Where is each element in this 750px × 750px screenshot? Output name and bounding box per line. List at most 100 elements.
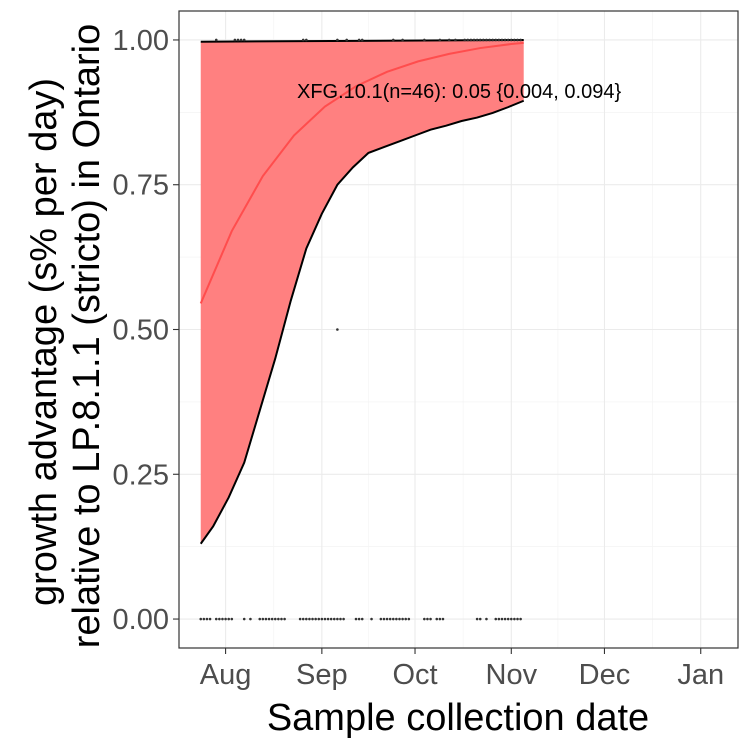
observation-point	[426, 617, 429, 621]
observation-point	[239, 38, 243, 42]
observation-point	[357, 38, 361, 42]
observation-point	[339, 617, 342, 621]
observation-point	[447, 38, 451, 42]
observation-point	[298, 617, 302, 621]
observation-point	[214, 38, 218, 42]
observation-point	[317, 617, 321, 621]
observation-point	[509, 38, 513, 42]
observation-point	[205, 617, 209, 621]
y-tick-label: 0.75	[113, 170, 169, 202]
observation-point	[199, 617, 203, 621]
observation-point	[385, 617, 389, 621]
observation-point	[242, 38, 246, 42]
observation-point	[509, 617, 513, 621]
observation-point	[429, 617, 432, 621]
observation-point	[391, 38, 395, 42]
observation-point	[438, 617, 442, 621]
observation-point	[494, 617, 498, 621]
observation-point	[519, 38, 522, 42]
observation-point	[214, 617, 218, 621]
observation-point	[320, 617, 324, 621]
axis-ticks: 0.00 0.25 0.50 0.75 1.00 Aug Sep Oct Nov Dec Jan	[113, 25, 725, 691]
fit-curve-layer	[199, 41, 524, 304]
observation-point	[513, 38, 516, 42]
observation-point	[478, 617, 482, 621]
observation-point	[423, 38, 426, 42]
observation-point	[441, 617, 445, 621]
observation-point	[280, 617, 283, 621]
observation-point	[233, 38, 237, 42]
observation-point	[469, 38, 473, 42]
observation-points	[199, 38, 522, 621]
observation-point	[379, 617, 383, 621]
observation-point	[230, 617, 234, 621]
observation-point	[478, 38, 482, 42]
observation-point	[491, 38, 494, 42]
observation-point	[249, 617, 252, 621]
observation-point	[323, 617, 327, 621]
y-axis-title-line-2: relative to LP.8.1.1 (stricto) in Ontari…	[66, 24, 108, 648]
observation-point	[267, 617, 271, 621]
observation-point	[357, 617, 361, 621]
observation-point	[388, 617, 392, 621]
observation-point	[472, 38, 476, 42]
observation-point	[475, 38, 479, 42]
observation-point	[301, 617, 305, 621]
observation-point	[497, 38, 501, 42]
observation-point	[314, 617, 317, 621]
confidence-band	[200, 39, 524, 544]
observation-point	[227, 617, 230, 621]
observation-point	[208, 617, 212, 621]
observation-point	[305, 617, 308, 621]
x-axis-title: Sample collection date	[267, 697, 649, 739]
observation-point	[270, 617, 274, 621]
observation-point	[438, 38, 442, 42]
y-axis-title-line-1: growth advantage (s% per day)	[23, 78, 65, 606]
x-tick-label: Jan	[677, 659, 724, 691]
observation-point	[224, 617, 227, 621]
observation-point	[336, 38, 339, 42]
observation-point	[466, 38, 470, 42]
observation-point	[301, 38, 305, 42]
y-tick-label: 0.00	[113, 604, 169, 636]
observation-point	[488, 38, 491, 42]
observation-point	[283, 617, 286, 621]
observation-point	[336, 328, 339, 331]
observation-point	[336, 617, 339, 621]
observation-point	[475, 617, 479, 621]
observation-point	[242, 617, 246, 621]
observation-point	[454, 38, 457, 42]
observation-point	[516, 38, 519, 42]
observation-point	[202, 617, 206, 621]
observation-point	[236, 38, 240, 42]
observation-point	[311, 617, 314, 621]
observation-point	[407, 617, 411, 621]
observation-point	[494, 38, 498, 42]
y-tick-label: 0.50	[113, 315, 169, 347]
x-tick-label: Oct	[392, 659, 437, 691]
observation-point	[395, 617, 398, 621]
observation-point	[370, 617, 373, 621]
observation-point	[264, 617, 268, 621]
observation-point	[332, 617, 336, 621]
x-tick-label: Nov	[486, 659, 538, 691]
observation-point	[277, 617, 280, 621]
x-tick-label: Dec	[579, 659, 631, 691]
observation-point	[218, 617, 221, 621]
observation-point	[516, 617, 519, 621]
observation-point	[404, 617, 408, 621]
observation-point	[382, 617, 386, 621]
x-tick-label: Sep	[296, 659, 348, 691]
observation-point	[435, 617, 439, 621]
observation-point	[503, 617, 507, 621]
observation-point	[497, 617, 501, 621]
observation-point	[482, 38, 485, 42]
observation-point	[261, 617, 265, 621]
fit-curve	[199, 41, 524, 304]
observation-point	[391, 617, 395, 621]
observation-point	[513, 617, 516, 621]
band-lower-line	[199, 99, 525, 545]
observation-point	[401, 617, 404, 621]
observation-point	[326, 617, 330, 621]
observation-point	[503, 38, 507, 42]
